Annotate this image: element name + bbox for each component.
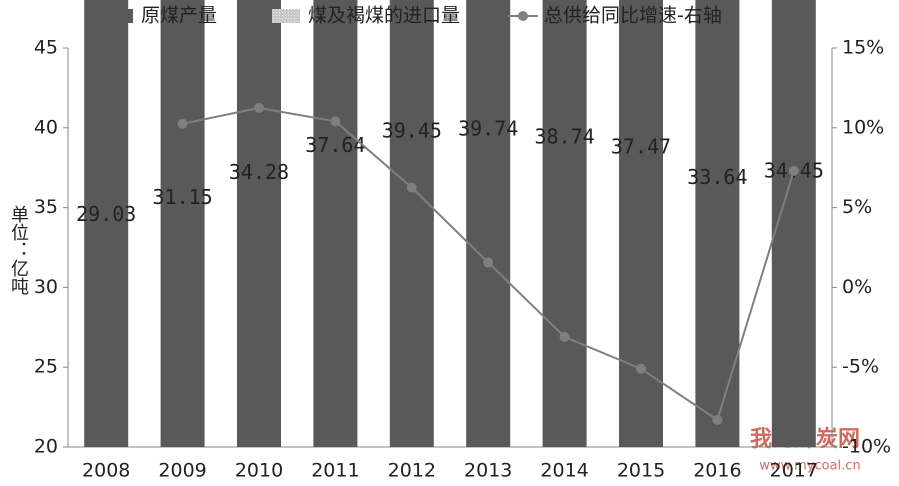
line-point — [636, 363, 646, 374]
y-tick-label: 40 — [34, 116, 58, 138]
x-tick-label: 2013 — [464, 460, 512, 482]
bar-segment — [542, 0, 587, 447]
y-tick-label: 30 — [34, 276, 58, 298]
data-label: 31.15 — [152, 185, 212, 209]
y-tick-label: 25 — [34, 356, 58, 378]
x-tick-label: 2011 — [311, 460, 359, 482]
x-tick-label: 2008 — [82, 460, 130, 482]
x-tick-label: 2014 — [540, 460, 588, 482]
bar-segment — [466, 0, 511, 448]
bar-segment — [84, 0, 129, 447]
data-label: 39.45 — [382, 119, 442, 143]
y2-tick-label: -5% — [842, 356, 879, 378]
line-point — [559, 331, 570, 342]
line-point — [330, 116, 341, 127]
bar-segment — [695, 0, 740, 448]
x-tick-label: 2016 — [693, 460, 741, 482]
bar-segment — [237, 0, 281, 448]
bar-segment — [771, 0, 816, 448]
legend-swatch — [272, 9, 300, 23]
bar-segment — [313, 0, 358, 447]
x-tick-label: 2015 — [617, 460, 665, 482]
data-label: 37.47 — [611, 134, 671, 158]
y-axis-label: 单位：亿吨 — [8, 205, 29, 295]
data-label: 29.03 — [76, 202, 136, 226]
x-tick-label: 2012 — [388, 460, 436, 482]
y2-tick-label: 0% — [842, 276, 872, 298]
line-point — [177, 118, 188, 129]
x-tick-label: 2010 — [235, 460, 283, 482]
legend-label: 总供给同比增速-右轴 — [544, 5, 722, 27]
y2-tick-label: 10% — [842, 116, 884, 138]
bar-segment — [389, 0, 434, 448]
line-point — [788, 165, 799, 176]
bar-segment — [160, 0, 205, 447]
x-tick-label: 2017 — [770, 460, 818, 482]
legend-label: 煤及褐煤的进口量 — [308, 5, 460, 27]
y2-tick-label: -10% — [842, 436, 891, 458]
x-tick-label: 2009 — [158, 460, 206, 482]
data-label: 34.28 — [229, 160, 289, 184]
y-tick-label: 35 — [34, 196, 58, 218]
y-tick-label: 45 — [34, 37, 58, 59]
data-label: 39.74 — [458, 116, 518, 140]
data-label: 37.64 — [305, 133, 365, 157]
line-point — [712, 414, 723, 425]
line-point — [483, 257, 494, 268]
legend-marker — [518, 11, 528, 21]
legend-label: 原煤产量 — [141, 5, 217, 27]
y-tick-label: 20 — [34, 436, 58, 458]
line-point — [406, 182, 417, 193]
line-point — [254, 102, 264, 113]
legend-swatch — [105, 9, 133, 23]
data-label: 38.74 — [534, 124, 594, 148]
data-label: 33.64 — [687, 165, 747, 189]
y2-tick-label: 5% — [842, 196, 872, 218]
y2-tick-label: 15% — [842, 37, 884, 59]
watermark-url: www.mycoal.cn — [759, 459, 860, 474]
